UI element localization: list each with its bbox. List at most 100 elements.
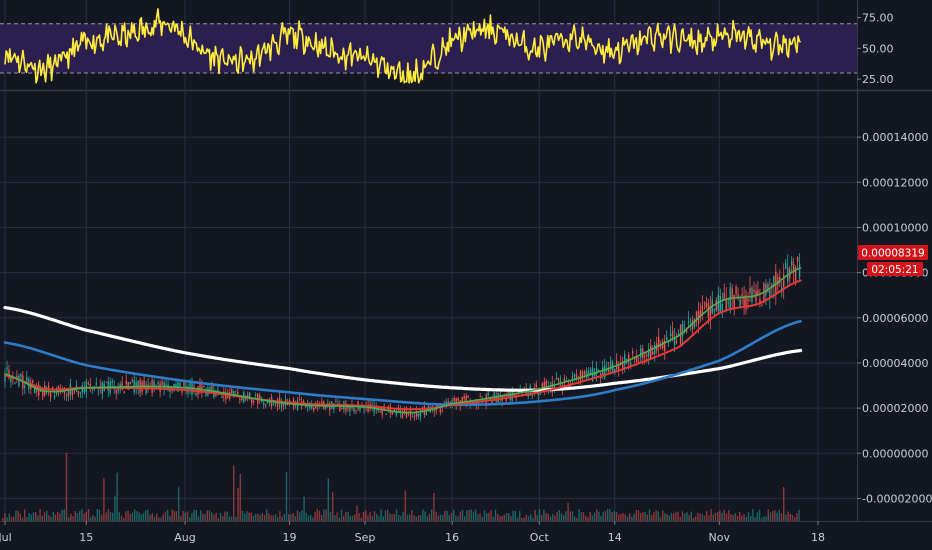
candle-body (735, 286, 737, 295)
x-tick-label: 19 (283, 531, 297, 544)
volume-bar (796, 513, 798, 521)
volume-bar (492, 516, 494, 521)
candle-body (153, 381, 155, 386)
volume-bar (138, 512, 140, 521)
candle-body (767, 284, 769, 293)
candle-body (650, 345, 652, 359)
volume-bar (798, 509, 800, 521)
volume-bar (125, 511, 127, 521)
volume-bar (384, 510, 387, 521)
volume-bar (697, 512, 699, 521)
volume-bar (376, 513, 378, 521)
volume-bar (754, 517, 756, 521)
candle-body (638, 361, 640, 363)
volume-bar (653, 512, 655, 521)
candle-body (209, 386, 211, 393)
volume-bar (292, 513, 294, 521)
candle-body (513, 393, 515, 397)
volume-bar (644, 511, 646, 521)
volume-bar (195, 509, 197, 521)
volume-bar (230, 516, 233, 521)
volume-bar (732, 514, 734, 521)
volume-bar (778, 509, 780, 521)
volume-bar (470, 509, 472, 521)
x-tick-label: Nov (709, 531, 731, 544)
candle-body (337, 403, 339, 404)
candle-body (441, 411, 443, 413)
candle-body (73, 393, 76, 394)
volume-bar (565, 511, 567, 521)
candle-body (395, 410, 398, 415)
volume-bar (681, 511, 684, 521)
volume-bar (323, 509, 325, 521)
candle-body (115, 390, 117, 394)
volume-bar (19, 513, 21, 521)
candle-body (265, 404, 267, 406)
candle-body (34, 385, 36, 394)
candle-body (624, 354, 626, 365)
x-tick-label: Sep (355, 531, 376, 544)
candle-body (325, 406, 327, 408)
volume-bar (367, 515, 369, 521)
volume-bar (756, 512, 758, 521)
volume-bar (94, 516, 96, 521)
volume-bar (666, 514, 668, 521)
volume-bar (301, 510, 303, 521)
candle-body (175, 384, 177, 387)
volume-bar (431, 509, 433, 521)
candle-body (699, 310, 702, 316)
candle-body (217, 389, 219, 392)
volume-bar (769, 512, 772, 521)
candle-body (585, 370, 588, 378)
volume-bar (378, 515, 380, 521)
candle-body (739, 299, 741, 308)
candle-body (129, 382, 131, 384)
candle-body (765, 284, 767, 296)
volume-bar (523, 517, 525, 521)
candle-body (648, 348, 650, 357)
candle-body (97, 390, 99, 391)
rsi-tick-label: 75.00 (862, 12, 894, 25)
candle-body (359, 407, 361, 411)
volume-bar (406, 514, 409, 521)
rsi-line (4, 8, 802, 84)
volume-bar (299, 512, 301, 521)
volume-bar (576, 517, 578, 521)
candle-body (485, 394, 487, 405)
volume-bar (721, 512, 723, 521)
candle-body (755, 291, 757, 303)
volume-bar (296, 510, 299, 521)
volume-bar (274, 514, 277, 521)
volume-bar (32, 512, 35, 521)
candle-body (419, 409, 422, 417)
volume-bar (248, 512, 250, 521)
x-tick-label: Oct (530, 531, 550, 544)
price-tick-label: 0.00010000 (862, 221, 928, 234)
volume-bar (688, 515, 690, 521)
candle-body (143, 380, 145, 387)
volume-bar (241, 510, 244, 521)
candle-body (282, 404, 285, 406)
volume-bar (131, 512, 134, 521)
candle-body (721, 303, 723, 311)
candle-body (669, 333, 672, 336)
volume-bar (228, 516, 230, 521)
volume-bar (294, 516, 296, 521)
volume-bar (486, 513, 488, 521)
volume-bar (101, 514, 103, 521)
candle-body (6, 367, 8, 370)
volume-bar (516, 517, 519, 521)
price-tick-label: 0.00014000 (862, 131, 928, 144)
volume-bar (776, 512, 778, 521)
volume-bar (345, 511, 347, 521)
volume-bar (439, 514, 442, 521)
volume-bar (347, 511, 349, 521)
volume-bar (217, 517, 219, 521)
volume-bar (21, 517, 24, 521)
candle-body (691, 320, 694, 330)
candle-body (681, 323, 684, 337)
volume-bar (453, 509, 455, 521)
volume-bar (8, 513, 10, 521)
volume-bar (351, 515, 354, 521)
